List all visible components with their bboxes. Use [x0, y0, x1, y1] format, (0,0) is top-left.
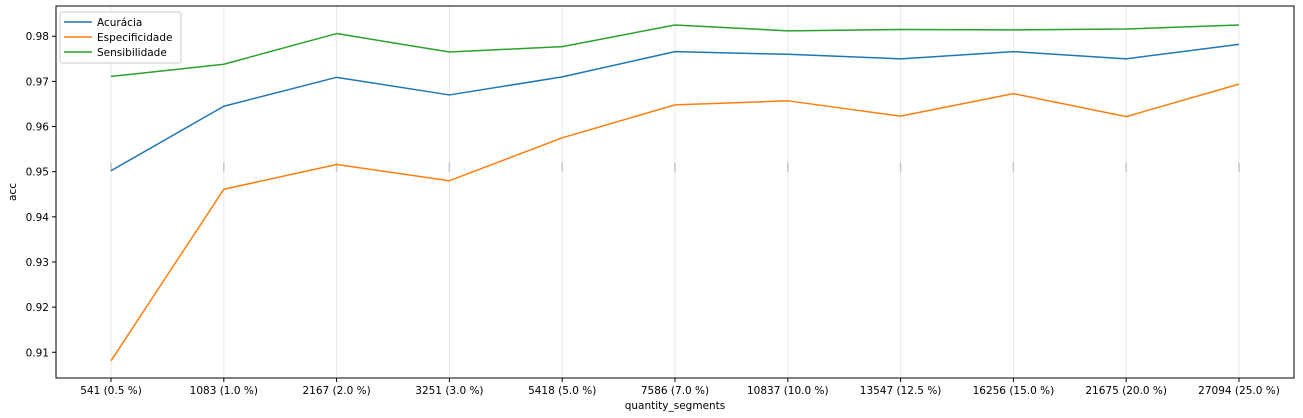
legend-box [59, 11, 182, 64]
x-tick-label: 16256 (15.0 %) [973, 385, 1055, 397]
x-tick-label: 10837 (10.0 %) [747, 385, 829, 397]
legend-label: Sensibilidade [97, 47, 167, 59]
x-tick-label: 21675 (20.0 %) [1085, 385, 1167, 397]
legend: Acurácia Especificidade Sensibilidade [59, 11, 182, 64]
minor-marker [787, 162, 789, 172]
minor-marker [110, 162, 112, 172]
x-tick-label: 27094 (25.0 %) [1198, 385, 1280, 397]
minor-marker [1012, 162, 1015, 172]
x-tick-label: 541 (0.5 %) [80, 385, 142, 397]
minor-marker [335, 162, 338, 172]
y-tick-label: 0.98 [26, 31, 49, 43]
minor-marker [561, 162, 563, 172]
minor-marker [223, 162, 225, 172]
y-tick-label: 0.92 [26, 302, 49, 314]
x-axis: 541 (0.5 %) 1083 (1.0 %) 2167 (2.0 %) 3251 … [80, 378, 1280, 397]
legend-label: Especificidade [97, 32, 172, 44]
minor-marker [899, 162, 902, 172]
legend-label: Acurácia [97, 17, 142, 29]
series-line [110, 43, 1240, 172]
x-tick-label: 7586 (7.0 %) [641, 385, 709, 397]
x-tick-label: 5418 (5.0 %) [528, 385, 596, 397]
y-tick-label: 0.94 [26, 212, 50, 224]
y-tick-label: 0.95 [26, 167, 49, 179]
series-layer [110, 24, 1240, 362]
y-tick-label: 0.96 [26, 122, 50, 134]
minor-marker [674, 162, 676, 172]
series-line [110, 83, 1240, 362]
x-tick-label: 3251 (3.0 %) [415, 385, 483, 397]
y-axis: 0.91 0.92 0.93 0.94 0.95 0.96 0.97 0.98 [26, 31, 56, 359]
y-axis-title: acc [7, 183, 19, 201]
y-tick-label: 0.91 [26, 347, 49, 359]
minor-marker [1125, 162, 1127, 172]
grid-layer [110, 6, 1240, 378]
minor-marker [1238, 162, 1240, 172]
y-tick-label: 0.93 [26, 257, 49, 269]
minor-marker [448, 162, 451, 172]
x-axis-title: quantity_segments [625, 400, 726, 412]
series-line [110, 24, 1240, 78]
y-tick-label: 0.97 [26, 76, 49, 88]
x-tick-label: 13547 (12.5 %) [860, 385, 942, 397]
x-tick-label: 2167 (2.0 %) [302, 385, 370, 397]
x-tick-label: 1083 (1.0 %) [190, 385, 258, 397]
